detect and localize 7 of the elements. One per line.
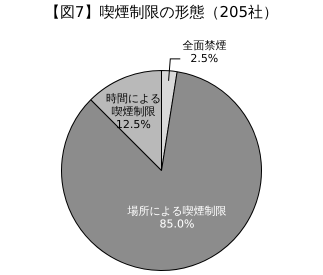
slice-label: 場所による喫煙制限 xyxy=(126,204,226,218)
slice-label: 全面禁煙 xyxy=(182,39,226,52)
slice-label: 時間による喫煙制限 xyxy=(106,92,161,118)
data-label: 85.0% xyxy=(159,217,194,230)
data-label: 2.5% xyxy=(190,52,218,66)
data-label: 12.5% xyxy=(116,118,151,132)
chart-title: 【図7】喫煙制限の形態（205社） xyxy=(44,2,280,23)
